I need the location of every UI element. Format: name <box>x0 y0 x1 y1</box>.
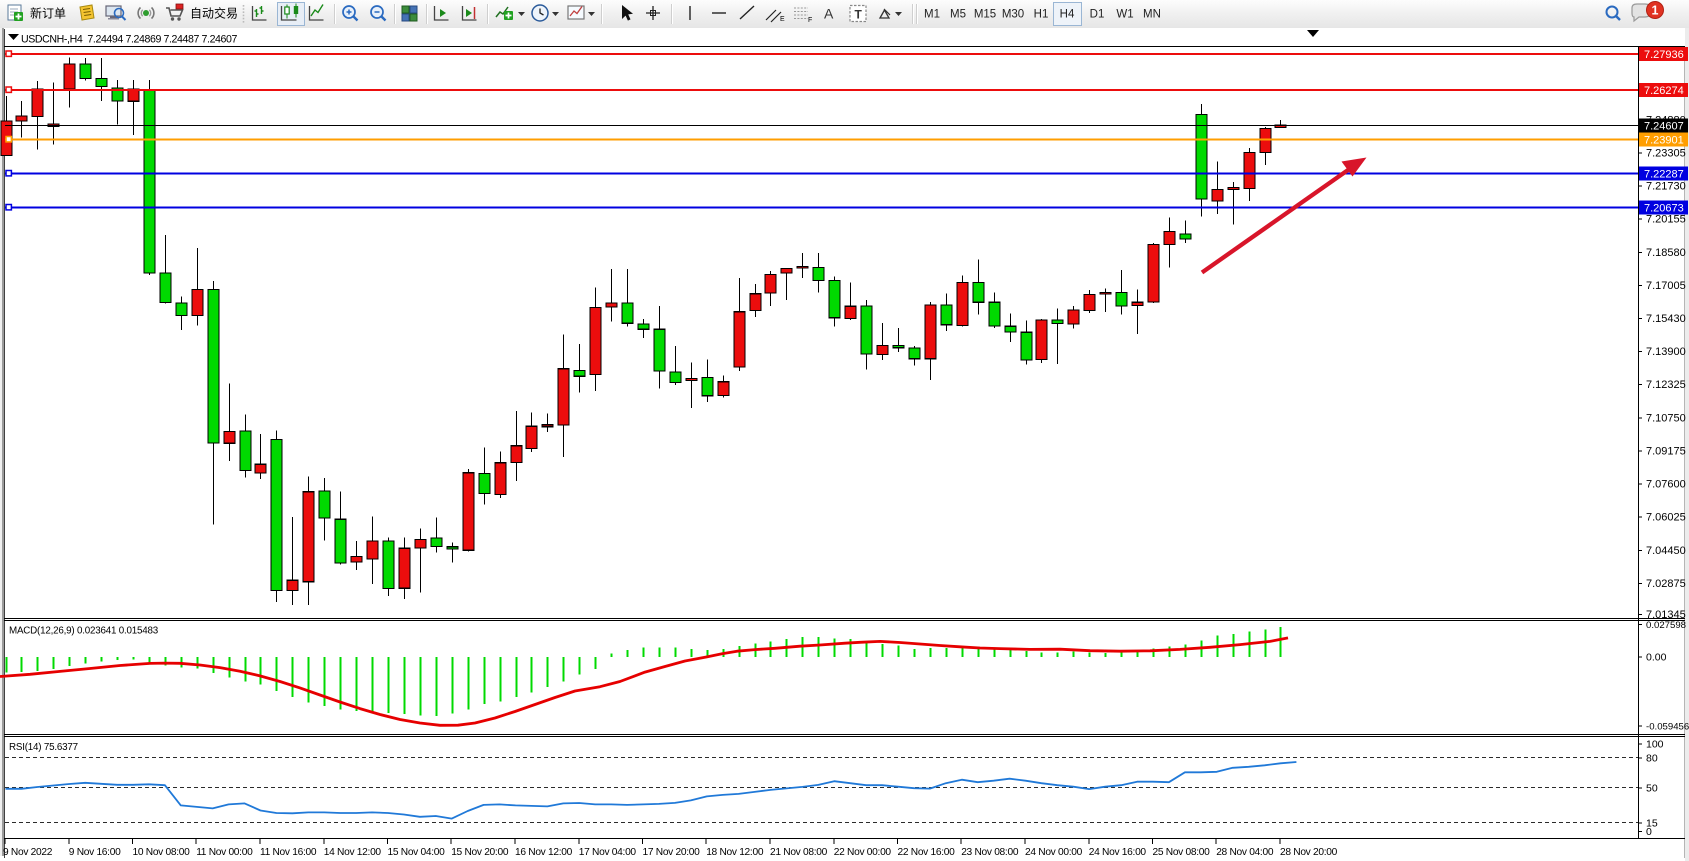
svg-text:7.07600: 7.07600 <box>1646 479 1686 491</box>
svg-text:7.12325: 7.12325 <box>1646 379 1686 391</box>
svg-text:MACD(12,26,9) 0.023641 0.01548: MACD(12,26,9) 0.023641 0.015483 <box>9 626 159 637</box>
svg-text:7.13900: 7.13900 <box>1646 346 1686 358</box>
svg-text:A: A <box>824 6 834 22</box>
svg-text:28 Nov 20:00: 28 Nov 20:00 <box>1280 847 1338 858</box>
svg-text:7.20673: 7.20673 <box>1644 203 1684 215</box>
svg-text:9 Nov 2022: 9 Nov 2022 <box>3 847 53 858</box>
svg-text:7.01345: 7.01345 <box>1646 609 1686 621</box>
svg-text:-0.059456: -0.059456 <box>1646 721 1689 732</box>
svg-text:7.23901: 7.23901 <box>1644 135 1684 147</box>
svg-text:7.02875: 7.02875 <box>1646 578 1686 590</box>
svg-text:7.09175: 7.09175 <box>1646 445 1686 457</box>
svg-text:50: 50 <box>1646 783 1658 795</box>
svg-text:100: 100 <box>1646 739 1664 751</box>
svg-text:0.00: 0.00 <box>1646 652 1667 664</box>
svg-text:14 Nov 12:00: 14 Nov 12:00 <box>324 847 382 858</box>
svg-text:0: 0 <box>1646 826 1652 838</box>
svg-text:7.10750: 7.10750 <box>1646 412 1686 424</box>
svg-text:23 Nov 08:00: 23 Nov 08:00 <box>961 847 1019 858</box>
svg-text:17 Nov 20:00: 17 Nov 20:00 <box>643 847 701 858</box>
svg-text:17 Nov 04:00: 17 Nov 04:00 <box>579 847 637 858</box>
svg-text:16 Nov 12:00: 16 Nov 12:00 <box>515 847 573 858</box>
svg-text:28 Nov 04:00: 28 Nov 04:00 <box>1216 847 1274 858</box>
svg-text:7.06025: 7.06025 <box>1646 512 1686 524</box>
svg-text:7.04450: 7.04450 <box>1646 545 1686 557</box>
svg-text:1: 1 <box>1652 4 1659 18</box>
svg-text:E: E <box>780 16 785 23</box>
svg-text:24 Nov 00:00: 24 Nov 00:00 <box>1025 847 1083 858</box>
svg-text:7.21730: 7.21730 <box>1646 181 1686 193</box>
svg-text:M5: M5 <box>950 9 966 21</box>
svg-text:自动交易: 自动交易 <box>190 6 238 21</box>
svg-text:9 Nov 16:00: 9 Nov 16:00 <box>69 847 121 858</box>
svg-text:D1: D1 <box>1090 9 1105 21</box>
svg-text:M15: M15 <box>974 9 996 21</box>
svg-text:H1: H1 <box>1034 9 1049 21</box>
svg-text:15 Nov 04:00: 15 Nov 04:00 <box>388 847 446 858</box>
svg-text:7.23305: 7.23305 <box>1646 147 1686 159</box>
svg-text:0.027598: 0.027598 <box>1646 620 1686 631</box>
svg-text:18 Nov 12:00: 18 Nov 12:00 <box>706 847 764 858</box>
svg-text:7.22287: 7.22287 <box>1644 169 1684 181</box>
svg-text:21 Nov 08:00: 21 Nov 08:00 <box>770 847 828 858</box>
svg-text:7.20155: 7.20155 <box>1646 214 1686 226</box>
svg-text:7.15430: 7.15430 <box>1646 313 1686 325</box>
svg-text:M1: M1 <box>924 9 940 21</box>
svg-text:7.18580: 7.18580 <box>1646 247 1686 259</box>
svg-text:15 Nov 20:00: 15 Nov 20:00 <box>451 847 509 858</box>
svg-text:80: 80 <box>1646 753 1658 765</box>
svg-text:7.26274: 7.26274 <box>1644 85 1684 97</box>
svg-text:22 Nov 16:00: 22 Nov 16:00 <box>898 847 956 858</box>
svg-text:11 Nov 00:00: 11 Nov 00:00 <box>196 847 253 858</box>
svg-text:7.27936: 7.27936 <box>1644 49 1684 61</box>
svg-text:USDCNH-,H4 7.24494 7.24869 7.: USDCNH-,H4 7.24494 7.24869 7.24487 7.246… <box>21 34 238 46</box>
svg-text:MN: MN <box>1143 9 1161 21</box>
svg-text:11 Nov 16:00: 11 Nov 16:00 <box>260 847 317 858</box>
svg-text:W1: W1 <box>1116 9 1133 21</box>
svg-text:RSI(14) 75.6377: RSI(14) 75.6377 <box>9 742 78 753</box>
svg-text:7.17005: 7.17005 <box>1646 280 1686 292</box>
svg-text:T: T <box>855 8 863 22</box>
svg-text:H4: H4 <box>1060 9 1075 21</box>
svg-text:7.24607: 7.24607 <box>1644 121 1684 133</box>
svg-text:新订单: 新订单 <box>30 6 66 21</box>
svg-text:M30: M30 <box>1002 9 1024 21</box>
svg-text:F: F <box>808 17 812 24</box>
svg-text:22 Nov 00:00: 22 Nov 00:00 <box>834 847 892 858</box>
svg-text:15: 15 <box>1646 818 1658 830</box>
svg-text:25 Nov 08:00: 25 Nov 08:00 <box>1153 847 1211 858</box>
svg-text:24 Nov 16:00: 24 Nov 16:00 <box>1089 847 1147 858</box>
svg-text:10 Nov 08:00: 10 Nov 08:00 <box>133 847 191 858</box>
